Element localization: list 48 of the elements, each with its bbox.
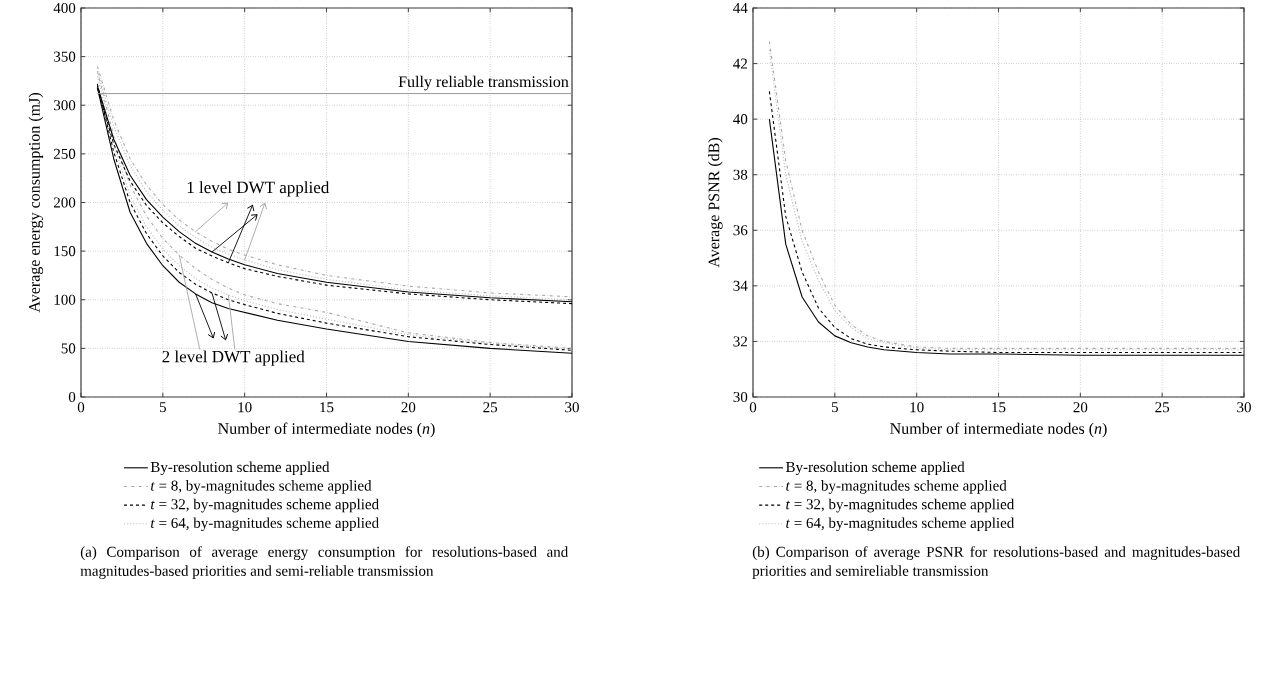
text: (a) Comparison of average energy consumption for resolutions-based and magnitudes-based priorities and semi-reliable transmission [80,546,569,579]
y-tick-label: 0 [68,391,76,403]
x-tick-label: 25 [483,402,498,413]
legend-label: t = 32, by-magnitudes scheme applied [786,498,1015,513]
x-tick-label: 20 [1073,402,1088,413]
legend-label: t = 32, by-magnitudes scheme applied [151,498,379,513]
y-tick-label: 100 [54,294,76,305]
y-tick-label: 150 [54,246,76,257]
x-tick-label: 0 [77,402,85,413]
x-tick-label: 5 [831,402,839,413]
x-tick-label: 15 [992,402,1006,413]
y-tick-label: 30 [733,391,748,403]
y-tick-label: 44 [733,3,748,13]
y-tick-label: 32 [733,336,747,347]
y-tick-label: 40 [733,114,748,125]
legend-label: t = 8, by-magnitudes scheme applied [151,480,372,494]
x-tick-label: 15 [320,402,334,413]
ref-line-label: Fully reliable transmission [398,75,569,91]
y-axis-title: Average PSNR (dB) [708,138,723,268]
y-tick-label: 34 [733,280,748,291]
legend-label: By-resolution scheme applied [150,461,330,476]
x-tick-label: 20 [401,402,416,413]
x-tick-label: 30 [565,402,579,413]
x-tick-label: 10 [238,402,252,413]
legend-label: t = 64, by-magnitudes scheme applied [786,517,1015,532]
legend-label: t = 8, by-magnitudes scheme applied [786,480,1007,494]
text: (b) Comparison of average PSNR for resolutions-based and magnitudes-based priorities and semireliable transmission [752,546,1241,579]
x-tick-label: 10 [910,402,924,413]
y-tick-label: 350 [54,51,76,62]
x-axis-title: Number of intermediate nodes (n) [218,422,435,438]
x-tick-label: 30 [1237,402,1251,413]
legend-label: By-resolution scheme applied [785,461,965,476]
y-tick-label: 250 [53,148,76,159]
y-tick-label: 42 [733,58,747,69]
y-tick-label: 38 [733,169,748,180]
y-axis-title: Average energy consumption (mJ) [28,93,44,313]
y-tick-label: 50 [61,343,76,354]
y-tick-label: 300 [54,100,76,111]
y-tick-label: 36 [733,225,748,236]
x-tick-label: 25 [1155,402,1170,413]
y-tick-label: 200 [53,197,76,208]
x-axis-title: Number of intermediate nodes (n) [890,422,1107,438]
annotation: 2 level DWT applied [162,350,305,366]
annotation: 1 level DWT applied [187,181,330,197]
x-tick-label: 0 [749,402,757,413]
x-tick-label: 5 [159,402,167,413]
y-tick-label: 400 [53,2,76,14]
legend-label: t = 64, by-magnitudes scheme applied [151,517,379,532]
